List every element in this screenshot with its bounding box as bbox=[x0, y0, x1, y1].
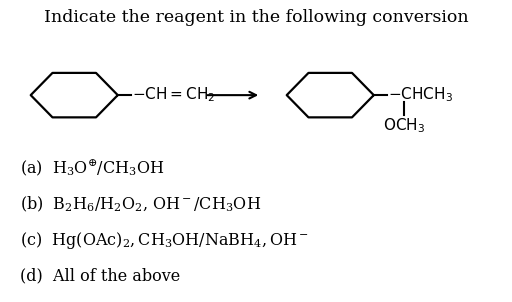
Text: (d)  All of the above: (d) All of the above bbox=[20, 268, 181, 285]
Text: Indicate the reagent in the following conversion: Indicate the reagent in the following co… bbox=[44, 9, 468, 26]
Text: (b)  $\mathregular{B_2H_6/H_2O_2}$, $\mathregular{OH^-/CH_3OH}$: (b) $\mathregular{B_2H_6/H_2O_2}$, $\mat… bbox=[20, 194, 262, 214]
Text: $\mathregular{OCH_3}$: $\mathregular{OCH_3}$ bbox=[383, 116, 425, 135]
Text: (c)  $\mathregular{Hg(OAc)_2,CH_3OH/NaBH_4,OH^-}$: (c) $\mathregular{Hg(OAc)_2,CH_3OH/NaBH_… bbox=[20, 230, 309, 251]
Text: $\mathregular{-CH{=}CH_2}$: $\mathregular{-CH{=}CH_2}$ bbox=[132, 86, 216, 104]
Text: $\mathregular{-CHCH_3}$: $\mathregular{-CHCH_3}$ bbox=[388, 86, 453, 104]
Text: (a)  $\mathregular{H_3O^{\oplus}}$$\mathregular{/CH_3OH}$: (a) $\mathregular{H_3O^{\oplus}}$$\mathr… bbox=[20, 157, 165, 178]
